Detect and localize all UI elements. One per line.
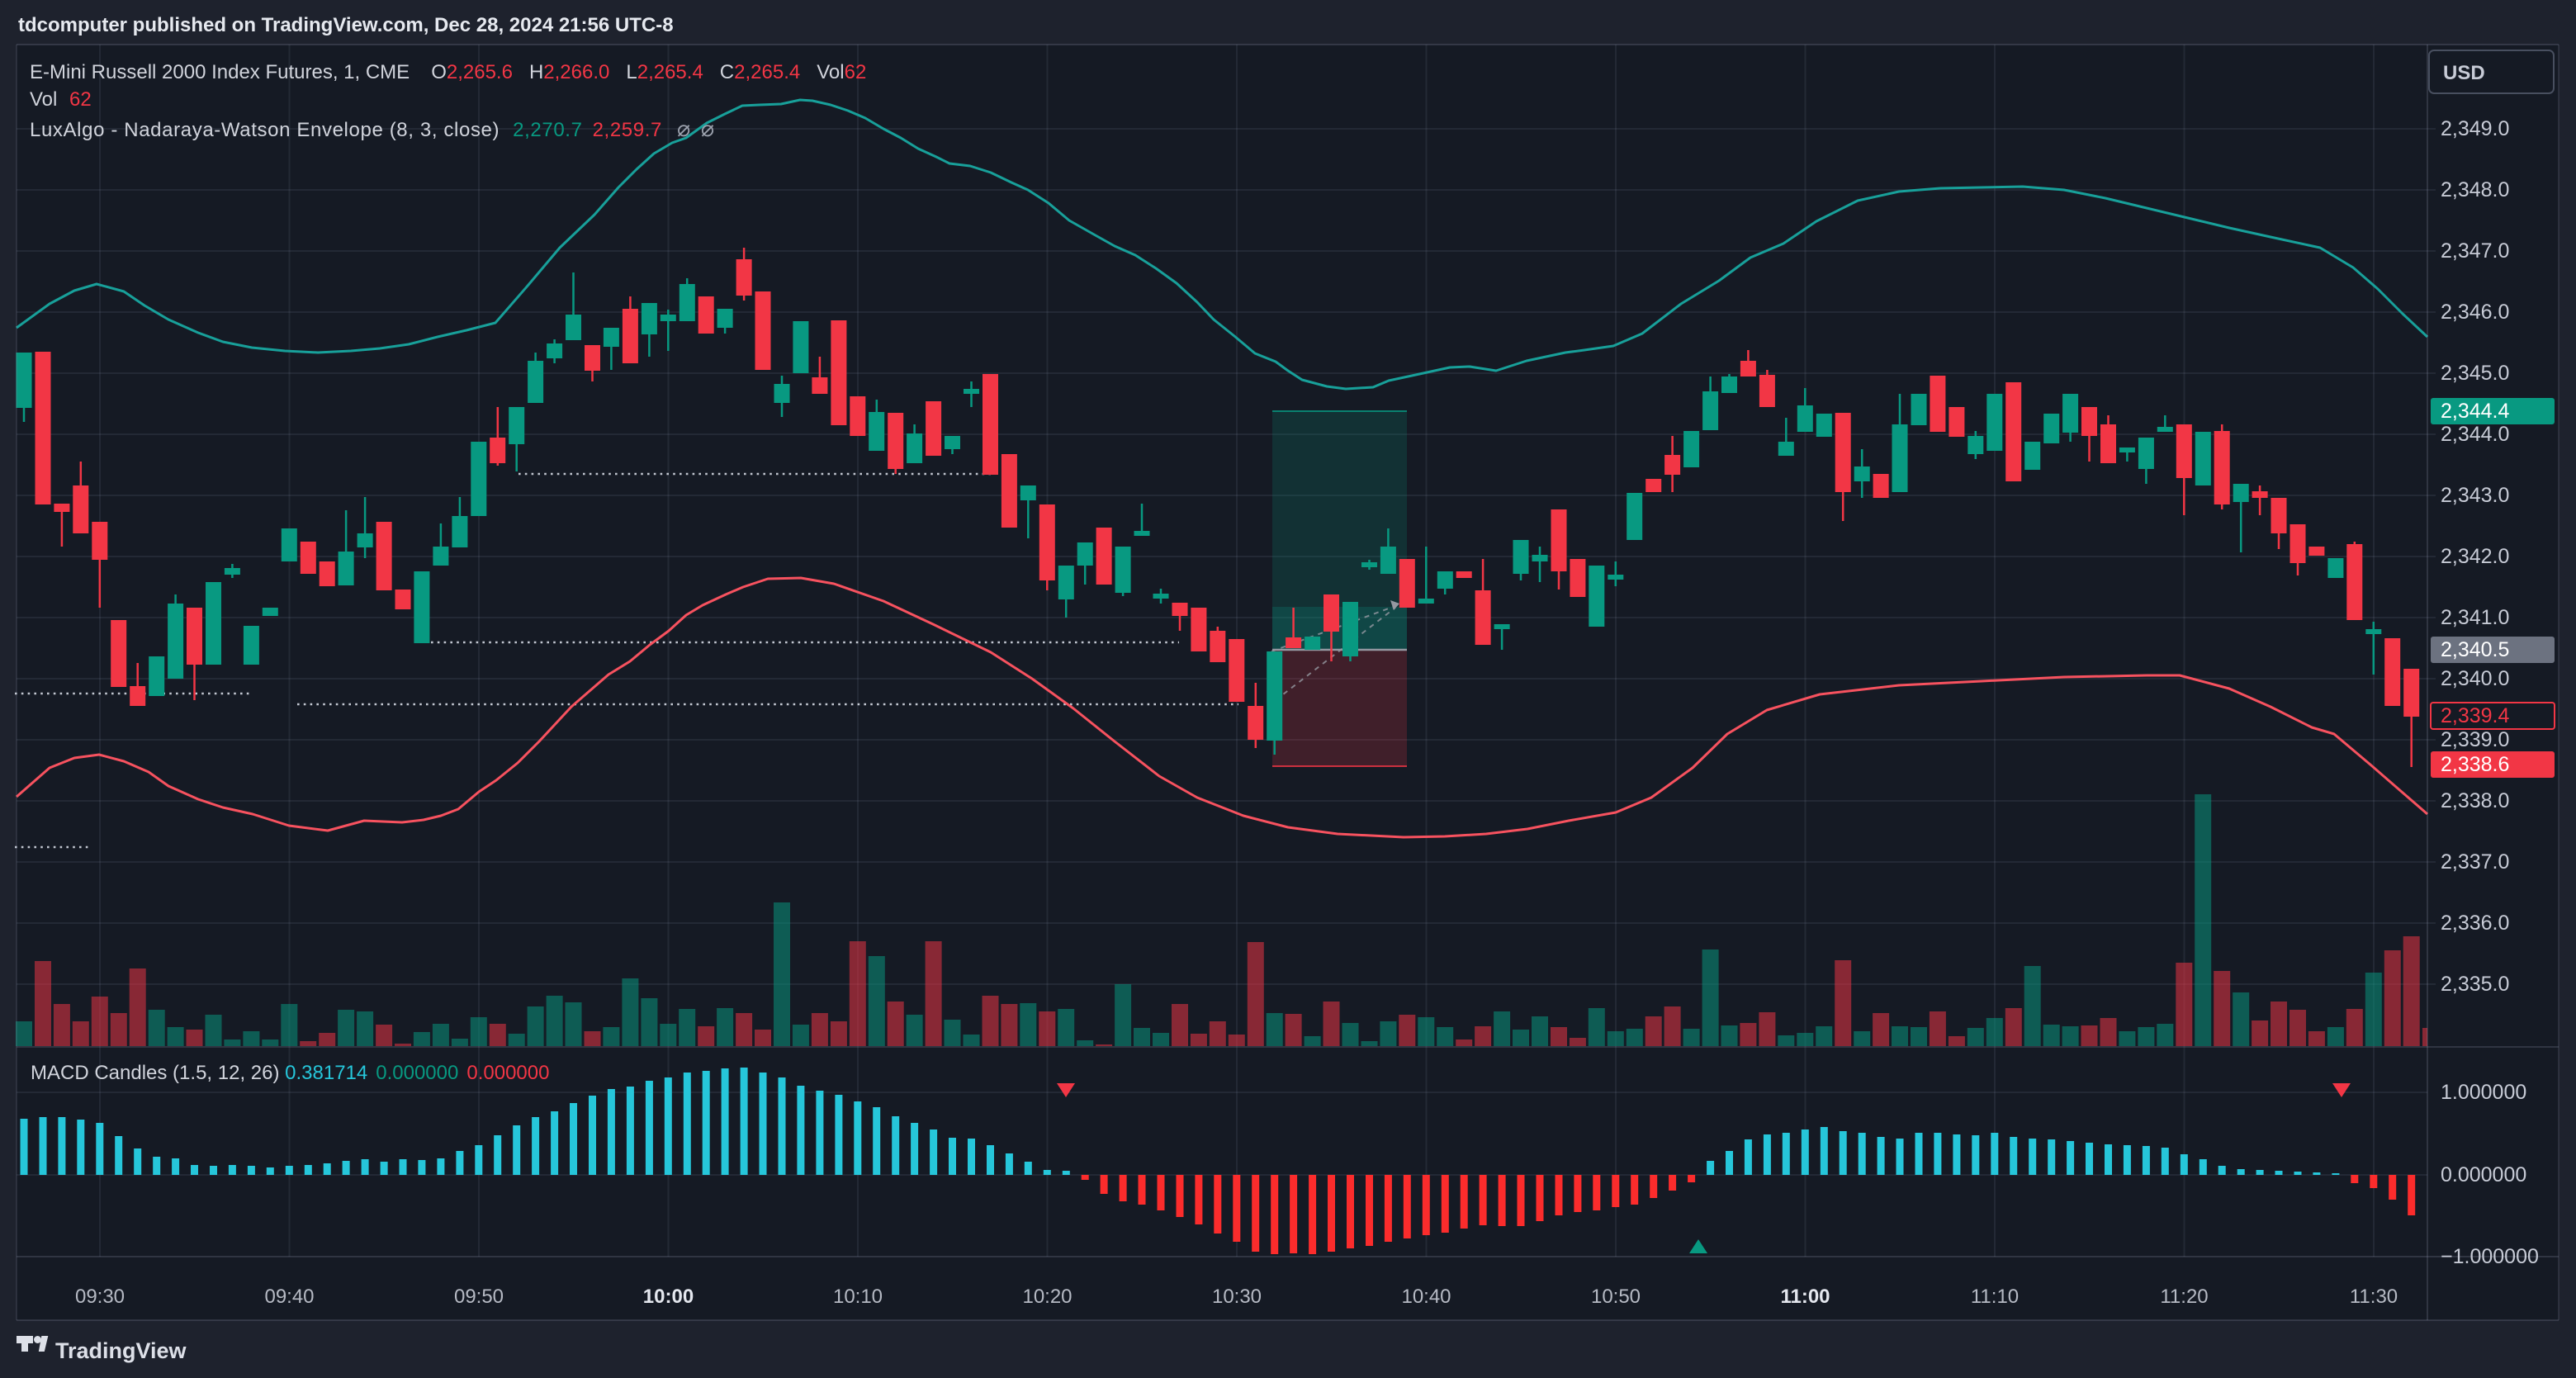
- svg-text:10:10: 10:10: [833, 1286, 883, 1308]
- svg-text:09:40: 09:40: [264, 1286, 314, 1308]
- svg-text:tdcomputer published on Tradin: tdcomputer published on TradingView.com,…: [18, 14, 674, 36]
- svg-text:TradingView: TradingView: [55, 1338, 187, 1363]
- svg-text:2,340.0: 2,340.0: [2441, 667, 2509, 690]
- svg-text:11:30: 11:30: [2350, 1286, 2398, 1308]
- svg-text:2,343.0: 2,343.0: [2441, 484, 2509, 507]
- svg-text:LuxAlgo - Nadaraya-Watson Enve: LuxAlgo - Nadaraya-Watson Envelope (8, 3…: [30, 116, 715, 141]
- svg-text:2,345.0: 2,345.0: [2441, 362, 2509, 385]
- svg-text:2,338.0: 2,338.0: [2441, 789, 2509, 812]
- svg-text:2,337.0: 2,337.0: [2441, 850, 2509, 874]
- svg-text:2,346.0: 2,346.0: [2441, 301, 2509, 324]
- svg-text:1.000000: 1.000000: [2441, 1081, 2526, 1104]
- svg-text:2,342.0: 2,342.0: [2441, 545, 2509, 568]
- svg-text:2,347.0: 2,347.0: [2441, 239, 2509, 263]
- svg-text:0.000000: 0.000000: [2441, 1163, 2526, 1186]
- svg-text:2,340.5: 2,340.5: [2441, 638, 2509, 661]
- svg-text:11:00: 11:00: [1780, 1286, 1830, 1308]
- svg-text:2,338.6: 2,338.6: [2441, 753, 2509, 776]
- svg-text:2,344.4: 2,344.4: [2441, 400, 2510, 423]
- svg-text:2,341.0: 2,341.0: [2441, 606, 2509, 629]
- svg-text:10:20: 10:20: [1022, 1286, 1072, 1308]
- svg-text:2,344.0: 2,344.0: [2441, 423, 2509, 446]
- svg-text:10:40: 10:40: [1401, 1286, 1451, 1308]
- svg-text:2,336.0: 2,336.0: [2441, 912, 2509, 935]
- svg-text:E-Mini Russell 2000 Index Futu: E-Mini Russell 2000 Index Futures, 1, CM…: [30, 61, 866, 83]
- svg-text:2,339.0: 2,339.0: [2441, 728, 2509, 751]
- svg-text:10:00: 10:00: [643, 1286, 694, 1308]
- svg-text:USD: USD: [2443, 62, 2485, 84]
- svg-text:09:30: 09:30: [75, 1286, 125, 1308]
- svg-text:2,335.0: 2,335.0: [2441, 973, 2509, 996]
- svg-text:11:20: 11:20: [2160, 1286, 2208, 1308]
- svg-text:10:30: 10:30: [1212, 1286, 1262, 1308]
- svg-text:2,339.4: 2,339.4: [2441, 704, 2510, 727]
- svg-text:2,349.0: 2,349.0: [2441, 117, 2509, 140]
- svg-text:−1.000000: −1.000000: [2441, 1245, 2539, 1268]
- svg-text:MACD Candles (1.5, 12, 26) 0.3: MACD Candles (1.5, 12, 26) 0.381714 0.000…: [31, 1062, 549, 1084]
- svg-text:Vol 62: Vol 62: [30, 88, 92, 111]
- svg-text:10:50: 10:50: [1591, 1286, 1641, 1308]
- svg-text:2,348.0: 2,348.0: [2441, 178, 2509, 201]
- svg-text:11:10: 11:10: [1971, 1286, 2019, 1308]
- svg-text:09:50: 09:50: [454, 1286, 504, 1308]
